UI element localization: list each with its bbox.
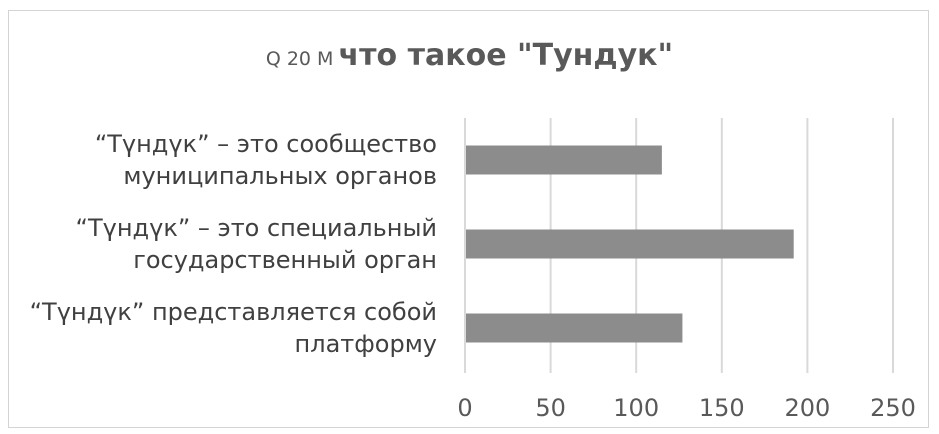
chart-title-prefix: Q 20 M	[265, 48, 334, 70]
x-tick-label: 50	[535, 394, 566, 422]
category-label: государственный орган	[133, 246, 437, 274]
bar	[466, 229, 794, 259]
x-tick-label: 250	[870, 394, 916, 422]
x-tick-labels: 0 50 100 150 200 250	[457, 394, 916, 422]
category-label: “Түндүк” представляется собой	[30, 298, 437, 326]
category-labels: “Түндүк” – это сообщество муниципальных о…	[30, 130, 437, 358]
chart-frame	[8, 10, 929, 428]
category-label: муниципальных органов	[123, 162, 437, 190]
x-tick-label: 0	[457, 394, 472, 422]
category-label: “Түндүк” – это специальный	[76, 214, 437, 242]
chart-title-main: что такое "Тундук"	[338, 38, 674, 73]
x-tick-label: 100	[613, 394, 659, 422]
bar	[466, 313, 683, 343]
category-label: платформу	[295, 330, 437, 358]
chart-title: Q 20 M что такое "Тундук"	[0, 38, 939, 73]
bars	[466, 145, 794, 343]
x-tick-label: 150	[699, 394, 745, 422]
x-tick-label: 200	[784, 394, 830, 422]
category-label: “Түндүк” – это сообщество	[95, 130, 437, 158]
bar	[466, 145, 662, 175]
